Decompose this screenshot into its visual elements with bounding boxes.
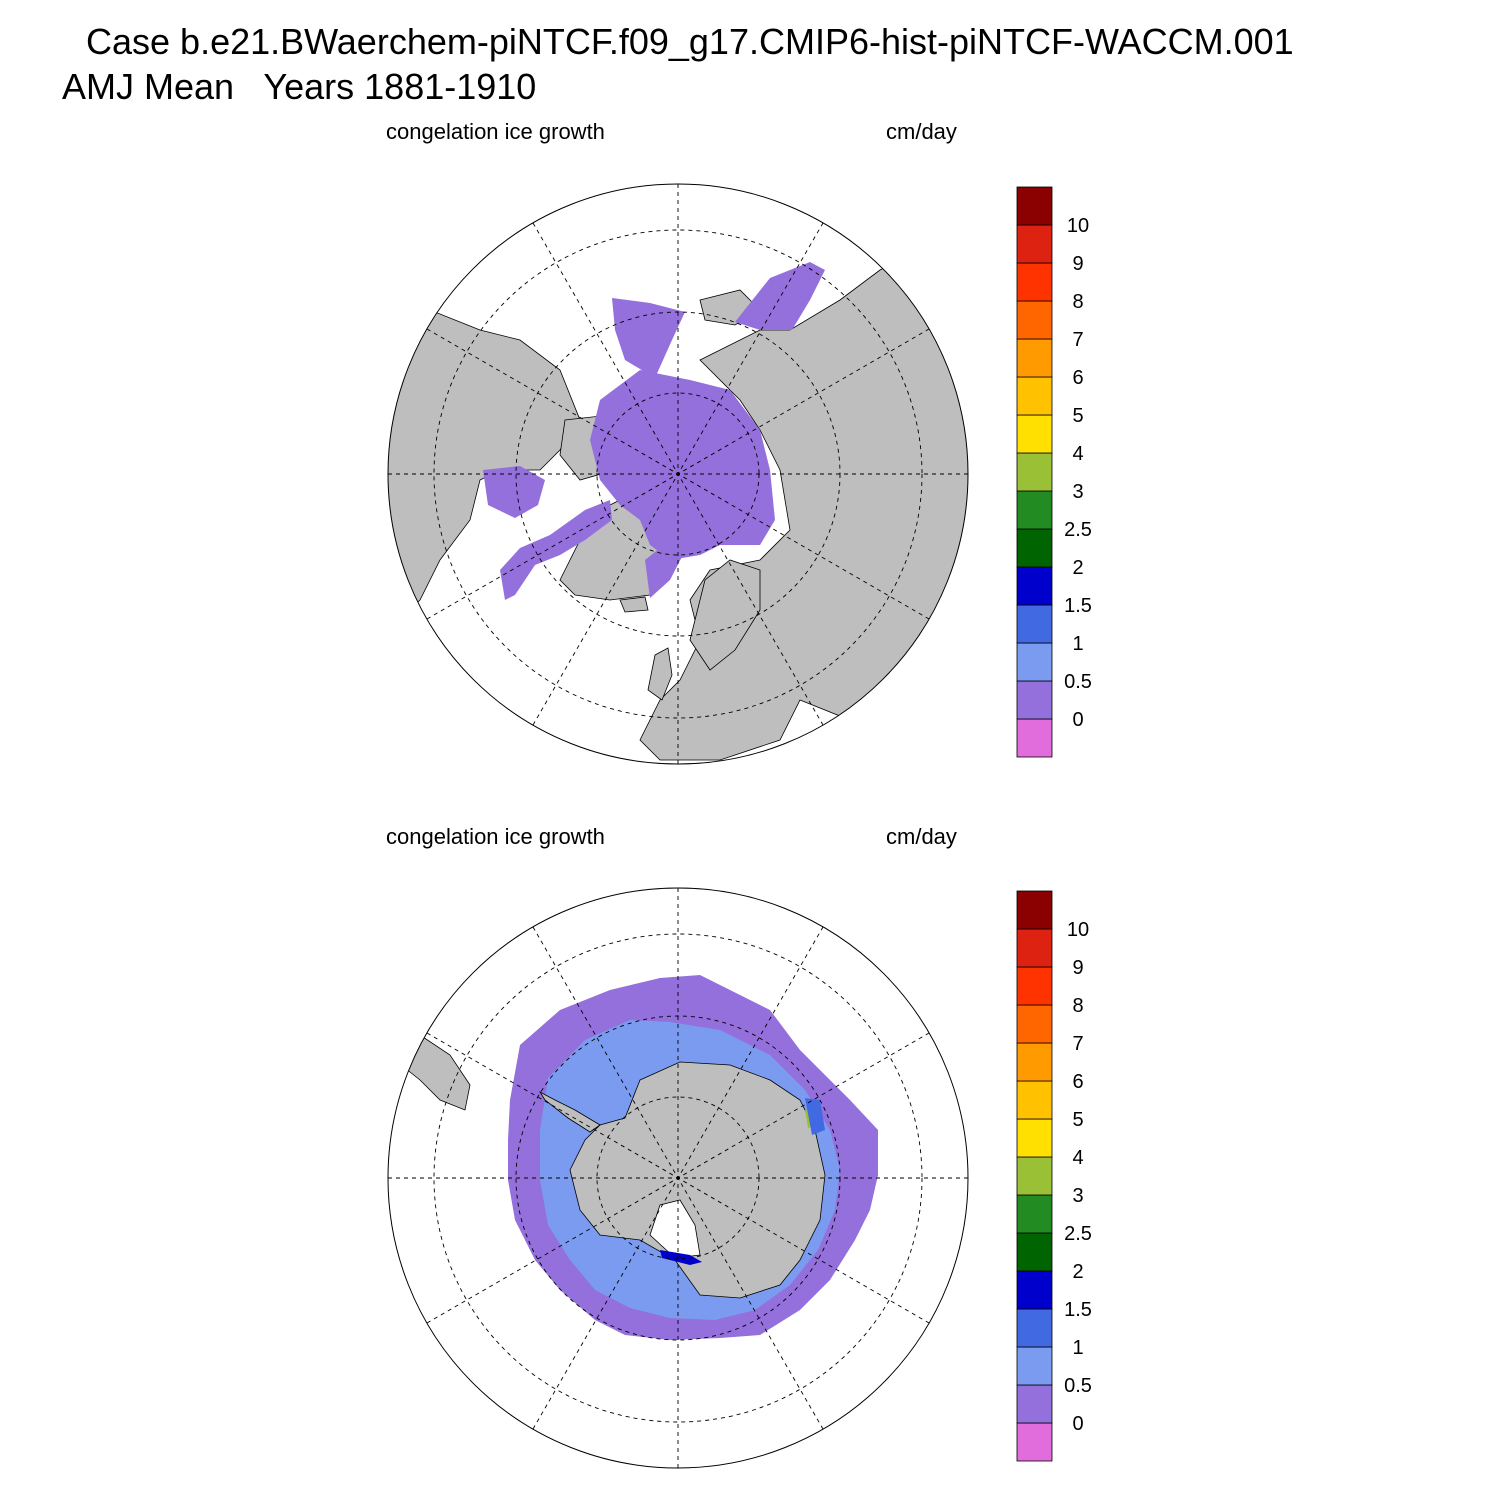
south-colorbar-box <box>1016 1194 1053 1234</box>
north-sea-ice-hudson <box>483 466 545 518</box>
south-colorbar-tick-label: 8 <box>1072 995 1083 1017</box>
north-graticule <box>388 184 968 764</box>
south-colorbar-tick-label: 1 <box>1072 1337 1083 1359</box>
north-colorbar-tick-label: 4 <box>1072 443 1083 465</box>
south-colorbar-box <box>1016 1042 1053 1082</box>
south-colorbar-box <box>1016 1384 1053 1424</box>
south-colorbar-tick-label: 7 <box>1072 1033 1083 1055</box>
south-colorbar-box <box>1016 1156 1053 1196</box>
north-colorbar-box <box>1016 642 1053 682</box>
south-coastal-growth-dark-blue <box>660 1250 702 1265</box>
north-colorbar-box <box>1016 262 1053 302</box>
north-colorbar-box <box>1016 300 1053 340</box>
south-colorbar-box <box>1016 1004 1053 1044</box>
north-land-scandinavia <box>689 559 761 671</box>
south-land-peninsula <box>538 1090 601 1133</box>
south-land-antarctica <box>569 1061 826 1299</box>
north-colorbar-tick-label: 1.5 <box>1064 595 1092 617</box>
north-colorbar-box <box>1016 224 1053 264</box>
north-sea-ice-east-greenland <box>645 540 688 598</box>
south-colorbar-tick-label: 5 <box>1072 1109 1083 1131</box>
south-units-label: cm/day <box>886 824 957 849</box>
north-colorbar-tick-label: 2 <box>1072 557 1083 579</box>
north-colorbar-tick-label: 3 <box>1072 481 1083 503</box>
south-coastal-growth-blue <box>805 1098 825 1135</box>
north-colorbar-tick-label: 7 <box>1072 329 1083 351</box>
north-colorbar-box <box>1016 490 1053 530</box>
north-colorbar-box <box>1016 604 1053 644</box>
north-land-iceland <box>619 596 649 613</box>
north-colorbar-tick-label: 0 <box>1072 709 1083 731</box>
north-colorbar-box <box>1016 376 1053 416</box>
south-colorbar-box <box>1016 966 1053 1006</box>
north-colorbar-tick-label: 6 <box>1072 367 1083 389</box>
north-colorbar-box <box>1016 414 1053 454</box>
south-colorbar-box <box>1016 1118 1053 1158</box>
south-colorbar-box <box>1016 1422 1053 1462</box>
south-colorbar-box <box>1016 1308 1053 1348</box>
south-colorbar-box <box>1016 1270 1053 1310</box>
north-colorbar-box <box>1016 680 1053 720</box>
north-sea-ice-bering <box>612 298 685 378</box>
south-colorbar-tick-label: 9 <box>1072 957 1083 979</box>
south-colorbar-box <box>1016 1080 1053 1120</box>
south-colorbar-box <box>1016 1346 1053 1386</box>
north-colorbar-tick-label: 0.5 <box>1064 671 1092 693</box>
north-colorbar-tick-label: 5 <box>1072 405 1083 427</box>
south-graticule <box>388 888 968 1468</box>
south-colorbar-tick-label: 0.5 <box>1064 1375 1092 1397</box>
south-colorbar-tick-label: 3 <box>1072 1185 1083 1207</box>
south-colorbar-tick-label: 2.5 <box>1064 1223 1092 1245</box>
south-colorbar-tick-label: 6 <box>1072 1071 1083 1093</box>
north-land-uk <box>647 647 673 701</box>
south-polar-map <box>387 887 969 1469</box>
north-colorbar-box <box>1016 718 1053 758</box>
north-colorbar-box <box>1016 452 1053 492</box>
north-polar-map <box>387 183 969 765</box>
north-colorbar-tick-label: 2.5 <box>1064 519 1092 541</box>
north-sea-ice-labrador <box>500 500 612 600</box>
south-colorbar-tick-label: 4 <box>1072 1147 1083 1169</box>
south-colorbar-tick-label: 0 <box>1072 1413 1083 1435</box>
south-colorbar: 0 0.5 1 1.5 2 2.5 3 4 5 6 7 8 9 10 <box>1016 890 1092 1462</box>
south-variable-label: congelation ice growth <box>386 824 605 849</box>
south-colorbar-tick-label: 10 <box>1067 919 1089 941</box>
north-colorbar-box <box>1016 566 1053 606</box>
north-colorbar-tick-label: 9 <box>1072 253 1083 275</box>
north-colorbar-box <box>1016 338 1053 378</box>
north-colorbar-tick-label: 1 <box>1072 633 1083 655</box>
north-units-label: cm/day <box>886 119 957 144</box>
north-colorbar-tick-label: 8 <box>1072 291 1083 313</box>
south-colorbar-tick-label: 1.5 <box>1064 1299 1092 1321</box>
south-colorbar-box <box>1016 1232 1053 1272</box>
north-variable-label: congelation ice growth <box>386 119 605 144</box>
north-colorbar: 0 0.5 1 1.5 2 2.5 3 4 5 6 7 8 9 10 <box>1016 186 1092 758</box>
north-colorbar-tick-label: 10 <box>1067 215 1089 237</box>
north-sea-ice-barents <box>735 262 825 330</box>
south-colorbar-tick-label: 2 <box>1072 1261 1083 1283</box>
south-colorbar-box <box>1016 890 1053 930</box>
south-colorbar-box <box>1016 928 1053 968</box>
north-sea-ice-core <box>590 370 775 560</box>
period-title: AMJ Mean Years 1881-1910 <box>62 66 537 107</box>
north-colorbar-box <box>1016 528 1053 568</box>
case-title: Case b.e21.BWaerchem-piNTCF.f09_g17.CMIP… <box>86 21 1294 62</box>
north-colorbar-box <box>1016 186 1053 226</box>
